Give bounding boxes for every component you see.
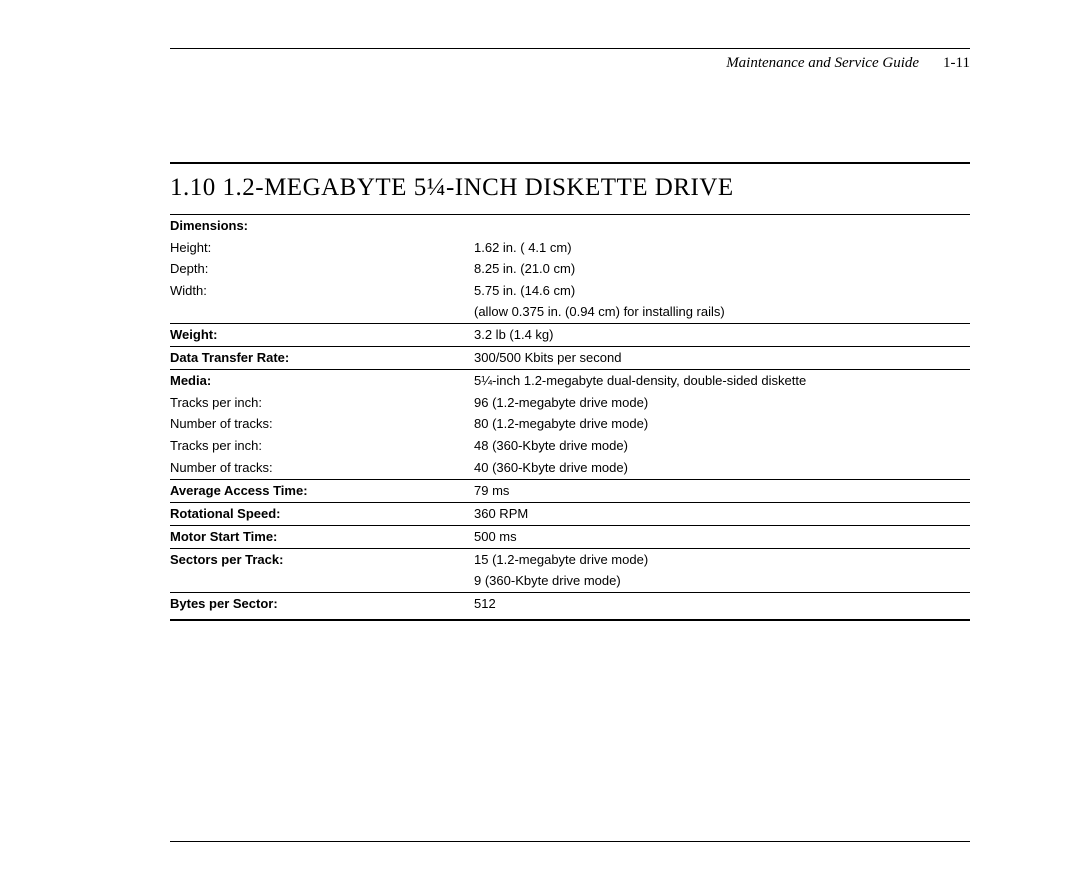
value-media-tpi-2: 48 (360-Kbyte drive mode) [474, 435, 970, 457]
value-media: 5¼-inch 1.2-megabyte dual-density, doubl… [474, 370, 970, 392]
header-page-number: 1-11 [943, 55, 970, 72]
label-width-note [170, 301, 474, 323]
row-rotation: Rotational Speed: 360 RPM [170, 502, 970, 524]
spec-table: Dimensions: Height: 1.62 in. ( 4.1 cm) D… [170, 214, 970, 621]
label-media-tracks-2: Number of tracks: [170, 457, 474, 479]
page: Maintenance and Service Guide 1-11 1.10 … [0, 0, 1080, 661]
row-transfer: Data Transfer Rate: 300/500 Kbits per se… [170, 347, 970, 369]
row-media-tpi-2: Tracks per inch: 48 (360-Kbyte drive mod… [170, 435, 970, 457]
value-empty [474, 215, 970, 237]
row-depth: Depth: 8.25 in. (21.0 cm) [170, 258, 970, 280]
row-media-tracks-2: Number of tracks: 40 (360-Kbyte drive mo… [170, 457, 970, 479]
row-media-header: Media: 5¼-inch 1.2-megabyte dual-density… [170, 370, 970, 392]
value-depth: 8.25 in. (21.0 cm) [474, 258, 970, 280]
label-dimensions: Dimensions: [170, 215, 474, 237]
value-motor: 500 ms [474, 525, 970, 547]
value-sectors-1: 15 (1.2-megabyte drive mode) [474, 548, 970, 570]
value-media-tpi-1: 96 (1.2-megabyte drive mode) [474, 392, 970, 414]
row-sectors-1: Sectors per Track: 15 (1.2-megabyte driv… [170, 548, 970, 570]
row-media-tpi-1: Tracks per inch: 96 (1.2-megabyte drive … [170, 392, 970, 414]
value-access: 79 ms [474, 479, 970, 501]
label-sectors: Sectors per Track: [170, 548, 474, 570]
label-motor: Motor Start Time: [170, 525, 474, 547]
value-height: 1.62 in. ( 4.1 cm) [474, 237, 970, 259]
header-title: Maintenance and Service Guide [726, 55, 919, 72]
value-rotation: 360 RPM [474, 502, 970, 524]
label-access: Average Access Time: [170, 479, 474, 501]
value-media-tracks-1: 80 (1.2-megabyte drive mode) [474, 413, 970, 435]
top-rule [170, 48, 970, 49]
row-dimensions-header: Dimensions: [170, 215, 970, 237]
value-media-tracks-2: 40 (360-Kbyte drive mode) [474, 457, 970, 479]
label-weight: Weight: [170, 324, 474, 346]
table-bottom-rule [170, 615, 970, 620]
row-weight: Weight: 3.2 lb (1.4 kg) [170, 324, 970, 346]
label-height: Height: [170, 237, 474, 259]
label-depth: Depth: [170, 258, 474, 280]
row-access: Average Access Time: 79 ms [170, 479, 970, 501]
row-height: Height: 1.62 in. ( 4.1 cm) [170, 237, 970, 259]
value-width-note: (allow 0.375 in. (0.94 cm) for installin… [474, 301, 970, 323]
value-bytes: 512 [474, 593, 970, 615]
section-top-rule [170, 162, 970, 164]
label-bytes: Bytes per Sector: [170, 593, 474, 615]
label-media-tpi-1: Tracks per inch: [170, 392, 474, 414]
value-sectors-2: 9 (360-Kbyte drive mode) [474, 570, 970, 592]
section-title: 1.10 1.2-MEGABYTE 5¼-INCH DISKETTE DRIVE [170, 174, 970, 202]
label-sectors-empty [170, 570, 474, 592]
label-rotation: Rotational Speed: [170, 502, 474, 524]
row-width-note: (allow 0.375 in. (0.94 cm) for installin… [170, 301, 970, 323]
label-width: Width: [170, 280, 474, 302]
footer-rule [170, 841, 970, 842]
value-width: 5.75 in. (14.6 cm) [474, 280, 970, 302]
label-media: Media: [170, 370, 474, 392]
value-weight: 3.2 lb (1.4 kg) [474, 324, 970, 346]
label-media-tracks-1: Number of tracks: [170, 413, 474, 435]
row-bytes: Bytes per Sector: 512 [170, 593, 970, 615]
running-header: Maintenance and Service Guide 1-11 [170, 55, 970, 72]
row-sectors-2: 9 (360-Kbyte drive mode) [170, 570, 970, 592]
label-media-tpi-2: Tracks per inch: [170, 435, 474, 457]
row-width: Width: 5.75 in. (14.6 cm) [170, 280, 970, 302]
row-media-tracks-1: Number of tracks: 80 (1.2-megabyte drive… [170, 413, 970, 435]
value-transfer: 300/500 Kbits per second [474, 347, 970, 369]
row-motor: Motor Start Time: 500 ms [170, 525, 970, 547]
label-transfer: Data Transfer Rate: [170, 347, 474, 369]
